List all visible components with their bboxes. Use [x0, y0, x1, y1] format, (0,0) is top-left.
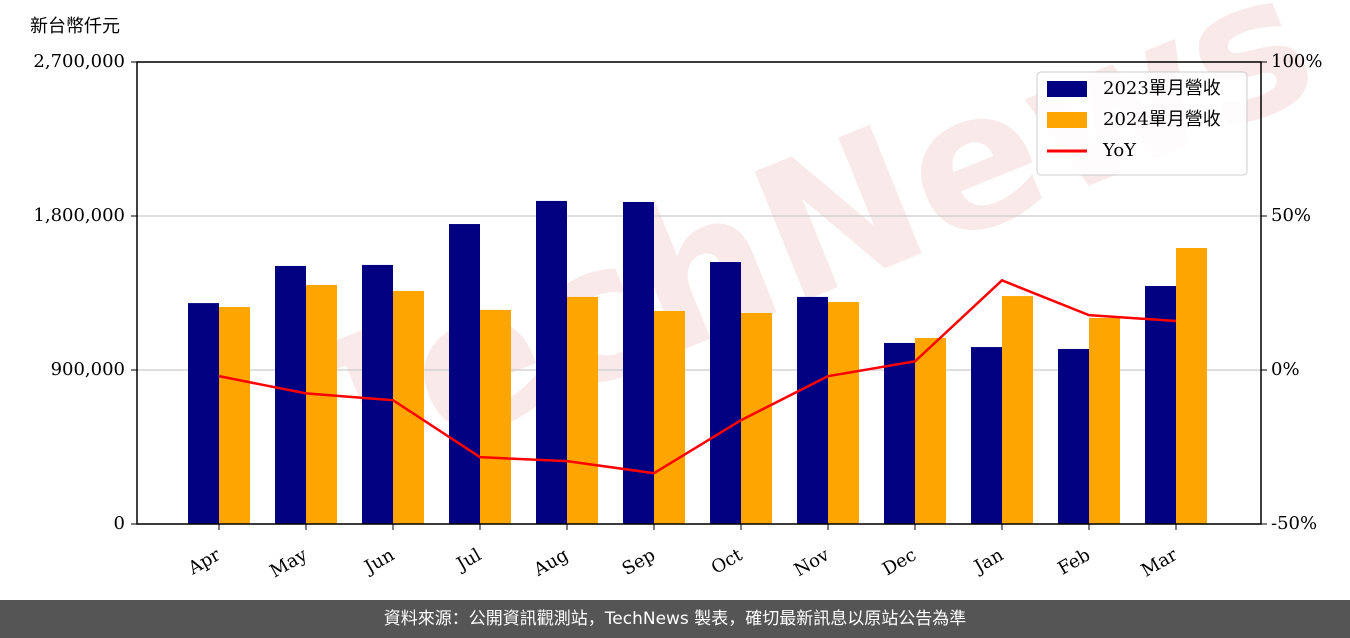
bar — [1176, 247, 1207, 524]
y2-tick-label: 0% — [1271, 359, 1300, 380]
bar — [884, 342, 915, 524]
bar — [393, 290, 424, 524]
bar — [623, 201, 654, 525]
y-axis-label: 新台幣仟元 — [30, 16, 120, 37]
x-tick-label: Oct — [708, 544, 747, 579]
bar — [536, 200, 567, 525]
legend-label: YoY — [1102, 140, 1137, 161]
x-tick-label: Jul — [451, 544, 485, 576]
y-tick-label: 0 — [114, 513, 125, 534]
bar — [1058, 348, 1089, 524]
x-tick-label: Feb — [1054, 544, 1094, 579]
x-tick-label: Apr — [184, 544, 224, 579]
bar — [828, 302, 859, 524]
legend-label: 2023單月營收 — [1103, 78, 1221, 99]
bar — [1089, 317, 1120, 524]
bar — [362, 264, 393, 524]
bar — [654, 310, 685, 524]
bar — [971, 347, 1002, 524]
footer-bar — [0, 600, 1350, 638]
bar — [306, 284, 337, 524]
bar — [188, 303, 219, 524]
x-tick-label: Nov — [791, 544, 834, 581]
bar — [449, 224, 480, 524]
bar — [219, 307, 250, 524]
bar — [567, 296, 598, 524]
plot-frame — [136, 61, 1262, 525]
y-tick-label: 2,700,000 — [33, 51, 125, 72]
x-tick-label: Aug — [529, 544, 572, 581]
yoy-line — [218, 278, 1177, 475]
x-tick-label: Dec — [879, 544, 920, 580]
x-tick-label: Mar — [1138, 544, 1182, 581]
bar — [797, 296, 828, 524]
y-tick-label: 900,000 — [51, 359, 125, 380]
y2-tick-label: 50% — [1271, 205, 1311, 226]
bar — [1145, 285, 1176, 524]
footer-text: 資料來源：公開資訊觀測站，TechNews 製表，確切最新訊息以原站公告為準 — [384, 609, 966, 629]
legend-swatch — [1047, 81, 1087, 97]
y2-tick-label: 100% — [1271, 51, 1322, 72]
legend-label: 2024單月營收 — [1103, 109, 1221, 130]
y-tick-label: 1,800,000 — [33, 205, 125, 226]
x-tick-label: Jan — [969, 544, 1007, 578]
x-tick-label: Jun — [359, 544, 398, 579]
bar — [480, 309, 511, 524]
legend-swatch — [1047, 112, 1087, 128]
bar — [710, 262, 741, 524]
bar — [275, 265, 306, 524]
legend-box — [1036, 71, 1248, 176]
x-tick-label: May — [266, 544, 311, 582]
bar — [1002, 296, 1033, 524]
bar — [915, 338, 946, 524]
y2-tick-label: -50% — [1271, 513, 1317, 534]
x-tick-label: Sep — [619, 544, 659, 579]
